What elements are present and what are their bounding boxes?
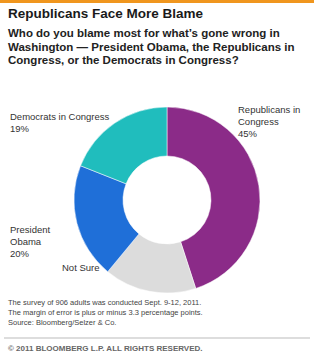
category-label-line: Not Sure: [62, 262, 100, 273]
category-label-line: Congress: [238, 116, 279, 127]
category-label-line: Democrats in Congress: [10, 111, 110, 122]
slice-labels: Republicans inCongress45% Not Sure Preside…: [10, 104, 300, 273]
category-label: PresidentObama: [10, 224, 50, 247]
data-label: 19%: [10, 123, 30, 134]
background: [0, 0, 314, 358]
chart: Republicans Face More Blame Who do you bl…: [0, 0, 314, 358]
note: The margin of error is plus or minus 3.3…: [8, 308, 203, 317]
divider: [4, 338, 310, 339]
subtitle: Who do you blame most for what’s gone wr…: [8, 27, 294, 66]
subtitle-line: Who do you blame most for what’s gone wr…: [8, 27, 280, 39]
category-label-line: President: [10, 224, 50, 235]
title: Republicans Face More Blame: [8, 6, 204, 21]
note: Source: Bloomberg/Selzer & Co.: [8, 318, 116, 327]
copyright: © 2011 BLOOMBERG L.P. ALL RIGHTS RESERVE…: [8, 344, 203, 353]
subtitle-line: Washington — President Obama, the Republ…: [8, 41, 294, 53]
data-label: 45%: [238, 128, 258, 139]
accent-bar: [0, 0, 314, 3]
category-label: Not Sure: [62, 262, 100, 273]
page: {"chart_data": { "type": "pie", "title":…: [0, 0, 314, 358]
category-label-line: Obama: [10, 236, 42, 247]
slices: [74, 107, 260, 293]
slice: [74, 166, 139, 272]
data-label: 20%: [10, 248, 30, 259]
note: The survey of 906 adults was conducted S…: [8, 298, 201, 307]
subtitle-line: Congress, or the Democrats in Congress?: [8, 54, 239, 66]
category-label: Democrats in Congress: [10, 111, 110, 122]
category-label-line: Republicans in: [238, 104, 300, 115]
category-label: Republicans inCongress: [238, 104, 300, 127]
